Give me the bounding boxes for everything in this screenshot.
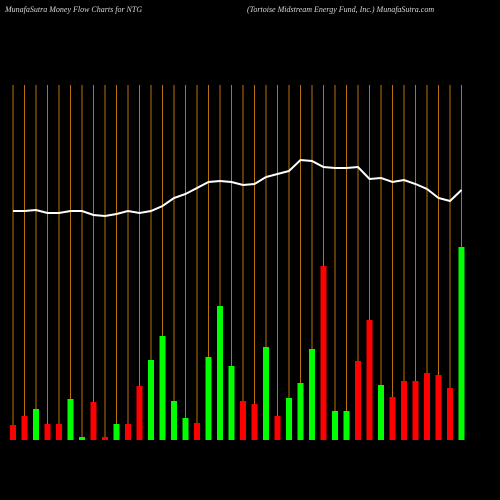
bar — [21, 416, 28, 440]
bar — [10, 425, 16, 440]
bar — [378, 385, 384, 440]
bar — [194, 423, 200, 440]
chart-subtitle: (Tortoise Midstream Energy Fund, Inc.) M… — [247, 5, 434, 14]
bar — [309, 349, 315, 440]
bar — [389, 397, 396, 440]
bar — [217, 306, 223, 440]
bar — [79, 437, 85, 440]
bar — [297, 383, 304, 440]
bar — [343, 411, 350, 440]
bar — [274, 416, 281, 440]
bar — [67, 399, 74, 440]
bar — [240, 401, 246, 440]
bar — [435, 375, 442, 440]
bar — [56, 424, 62, 440]
bar — [355, 361, 361, 440]
bar — [148, 360, 154, 440]
chart-title: MunafaSutra Money Flow Charts for NTG — [4, 5, 142, 14]
bar — [251, 404, 258, 440]
bar — [102, 437, 108, 440]
bar — [90, 402, 97, 440]
bar — [33, 409, 39, 440]
bar — [424, 373, 430, 440]
bar — [401, 381, 407, 440]
bar — [171, 401, 177, 440]
bar — [286, 398, 292, 440]
bar — [412, 381, 419, 440]
bar — [447, 388, 453, 440]
bar — [228, 366, 235, 440]
bar — [182, 418, 189, 440]
bar — [113, 424, 120, 440]
bar — [320, 266, 327, 440]
bar — [159, 336, 166, 440]
bar — [263, 347, 269, 440]
bar — [332, 411, 338, 440]
bar — [205, 357, 212, 440]
bar — [125, 424, 131, 440]
bar — [458, 247, 465, 440]
bar — [366, 320, 373, 440]
money-flow-line — [13, 158, 463, 218]
bar — [136, 386, 143, 440]
bar — [44, 424, 51, 440]
